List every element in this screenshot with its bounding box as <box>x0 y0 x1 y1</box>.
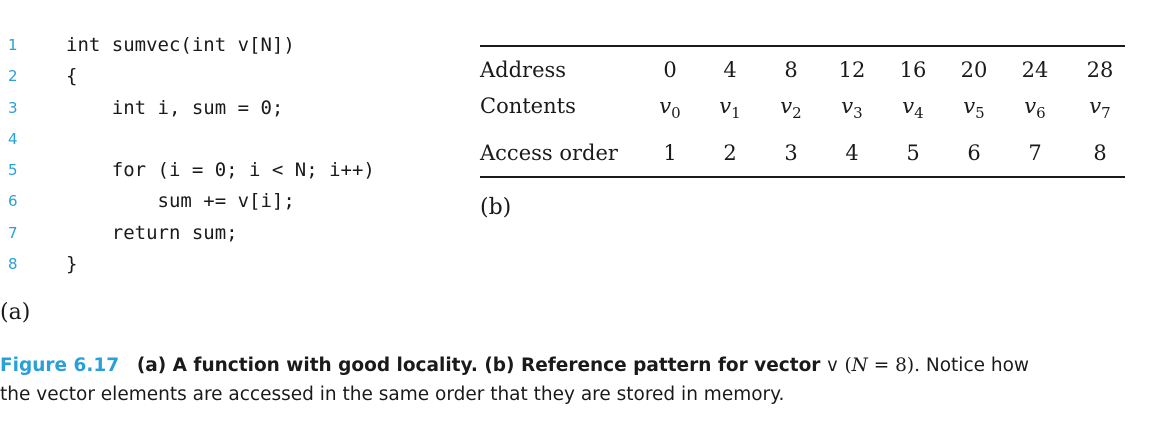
figure-caption: Figure 6.17 (a) A function with good loc… <box>0 351 1150 409</box>
table-row: Address 0 4 8 12 16 20 24 28 <box>480 55 1125 85</box>
table-cell: v4 <box>888 91 938 123</box>
caption-code-var: v <box>826 355 838 376</box>
vector-element-index: 1 <box>731 104 741 122</box>
line-number: 6 <box>8 192 18 211</box>
table-cell: v6 <box>1010 91 1060 123</box>
vector-element-index: 6 <box>1036 104 1046 122</box>
vector-element-name: v <box>902 94 915 118</box>
table-cell: 5 <box>906 141 920 165</box>
code-line: 3 int i, sum = 0; <box>0 93 460 124</box>
code-line: 8} <box>0 249 460 280</box>
table-cell: v7 <box>1075 91 1125 123</box>
caption-math-rest: = 8). <box>867 355 920 376</box>
table-cell: 12 <box>838 58 866 82</box>
vector-element-index: 3 <box>853 104 863 122</box>
table-cell: 28 <box>1086 58 1114 82</box>
line-number: 7 <box>8 223 18 242</box>
row-label: Contents <box>480 94 576 118</box>
code-line: 1 int sumvec(int v[N]) <box>0 30 460 61</box>
line-number: 8 <box>8 255 18 274</box>
subfigure-label-a: (a) <box>0 300 31 325</box>
vector-element-name: v <box>1024 94 1037 118</box>
table-cell: v2 <box>766 91 816 123</box>
vector-element-name: v <box>963 94 976 118</box>
vector-element-name: v <box>841 94 854 118</box>
table-cell: v0 <box>645 91 695 123</box>
code-line: 7 return sum; <box>0 218 460 249</box>
line-number: 4 <box>8 129 18 148</box>
vector-element-index: 4 <box>914 104 924 122</box>
table-cell: 4 <box>723 58 737 82</box>
code-listing: 1 int sumvec(int v[N]) 2{3 int i, sum = 0;… <box>0 30 460 280</box>
table-cell: 8 <box>1093 141 1107 165</box>
code-line: 2{ <box>0 61 460 92</box>
subfigure-label-b: (b) <box>480 195 512 220</box>
table-cell: 7 <box>1028 141 1042 165</box>
caption-title: (a) A function with good locality. (b) R… <box>137 355 920 376</box>
vector-element-index: 7 <box>1101 104 1111 122</box>
vector-element-index: 2 <box>792 104 802 122</box>
line-number: 1 <box>8 36 18 54</box>
caption-math-open: ( <box>844 355 852 376</box>
caption-body-line2: the vector elements are accessed in the … <box>0 384 785 405</box>
table-cell: 2 <box>723 141 737 165</box>
table-cell: 16 <box>899 58 927 82</box>
line-number: 2 <box>8 67 18 86</box>
code-text: int i, sum = 0; <box>66 96 284 119</box>
caption-math: (N = 8). <box>844 355 920 376</box>
code-text: sum += v[i]; <box>66 190 295 213</box>
table-cell: 3 <box>784 141 798 165</box>
vector-element-name: v <box>659 94 672 118</box>
code-text: for (i = 0; i < N; i++) <box>66 159 375 182</box>
vector-element-index: 0 <box>671 104 681 122</box>
vector-element-name: v <box>1089 94 1102 118</box>
code-line: 6 sum += v[i]; <box>0 186 460 217</box>
table-cell: 1 <box>663 141 677 165</box>
row-label: Address <box>480 58 567 82</box>
code-line: 4 <box>0 124 460 155</box>
table-cell: 24 <box>1021 58 1049 82</box>
line-number: 5 <box>8 161 18 180</box>
code-text: int sumvec(int v[N]) <box>66 34 295 56</box>
line-number: 3 <box>8 98 18 117</box>
table-row: Contents v0 v1 v2 v3 v4 v5 v6 v7 <box>480 91 1125 123</box>
table-bottom-rule <box>480 176 1125 178</box>
table-cell: 0 <box>663 58 677 82</box>
caption-title-text: (a) A function with good locality. (b) R… <box>136 355 821 376</box>
table-cell: v3 <box>827 91 877 123</box>
table-cell: 20 <box>960 58 988 82</box>
table-cell: v5 <box>949 91 999 123</box>
vector-element-index: 5 <box>975 104 985 122</box>
table-row: Access order 1 2 3 4 5 6 7 8 <box>480 138 1125 168</box>
vector-element-name: v <box>780 94 793 118</box>
table-cell: 4 <box>845 141 859 165</box>
code-text: return sum; <box>66 221 238 244</box>
table-top-rule <box>480 45 1125 47</box>
code-line: 5 for (i = 0; i < N; i++) <box>0 155 460 186</box>
caption-body-line1: Notice how <box>925 355 1030 376</box>
table-cell: v1 <box>705 91 755 123</box>
caption-figure-number: Figure 6.17 <box>0 355 120 376</box>
code-text: } <box>66 253 78 276</box>
table-cell: 6 <box>967 141 981 165</box>
row-label: Access order <box>480 141 618 165</box>
caption-math-var: N <box>851 355 868 376</box>
vector-element-name: v <box>719 94 732 118</box>
code-text: { <box>66 65 78 88</box>
table-cell: 8 <box>784 58 798 82</box>
